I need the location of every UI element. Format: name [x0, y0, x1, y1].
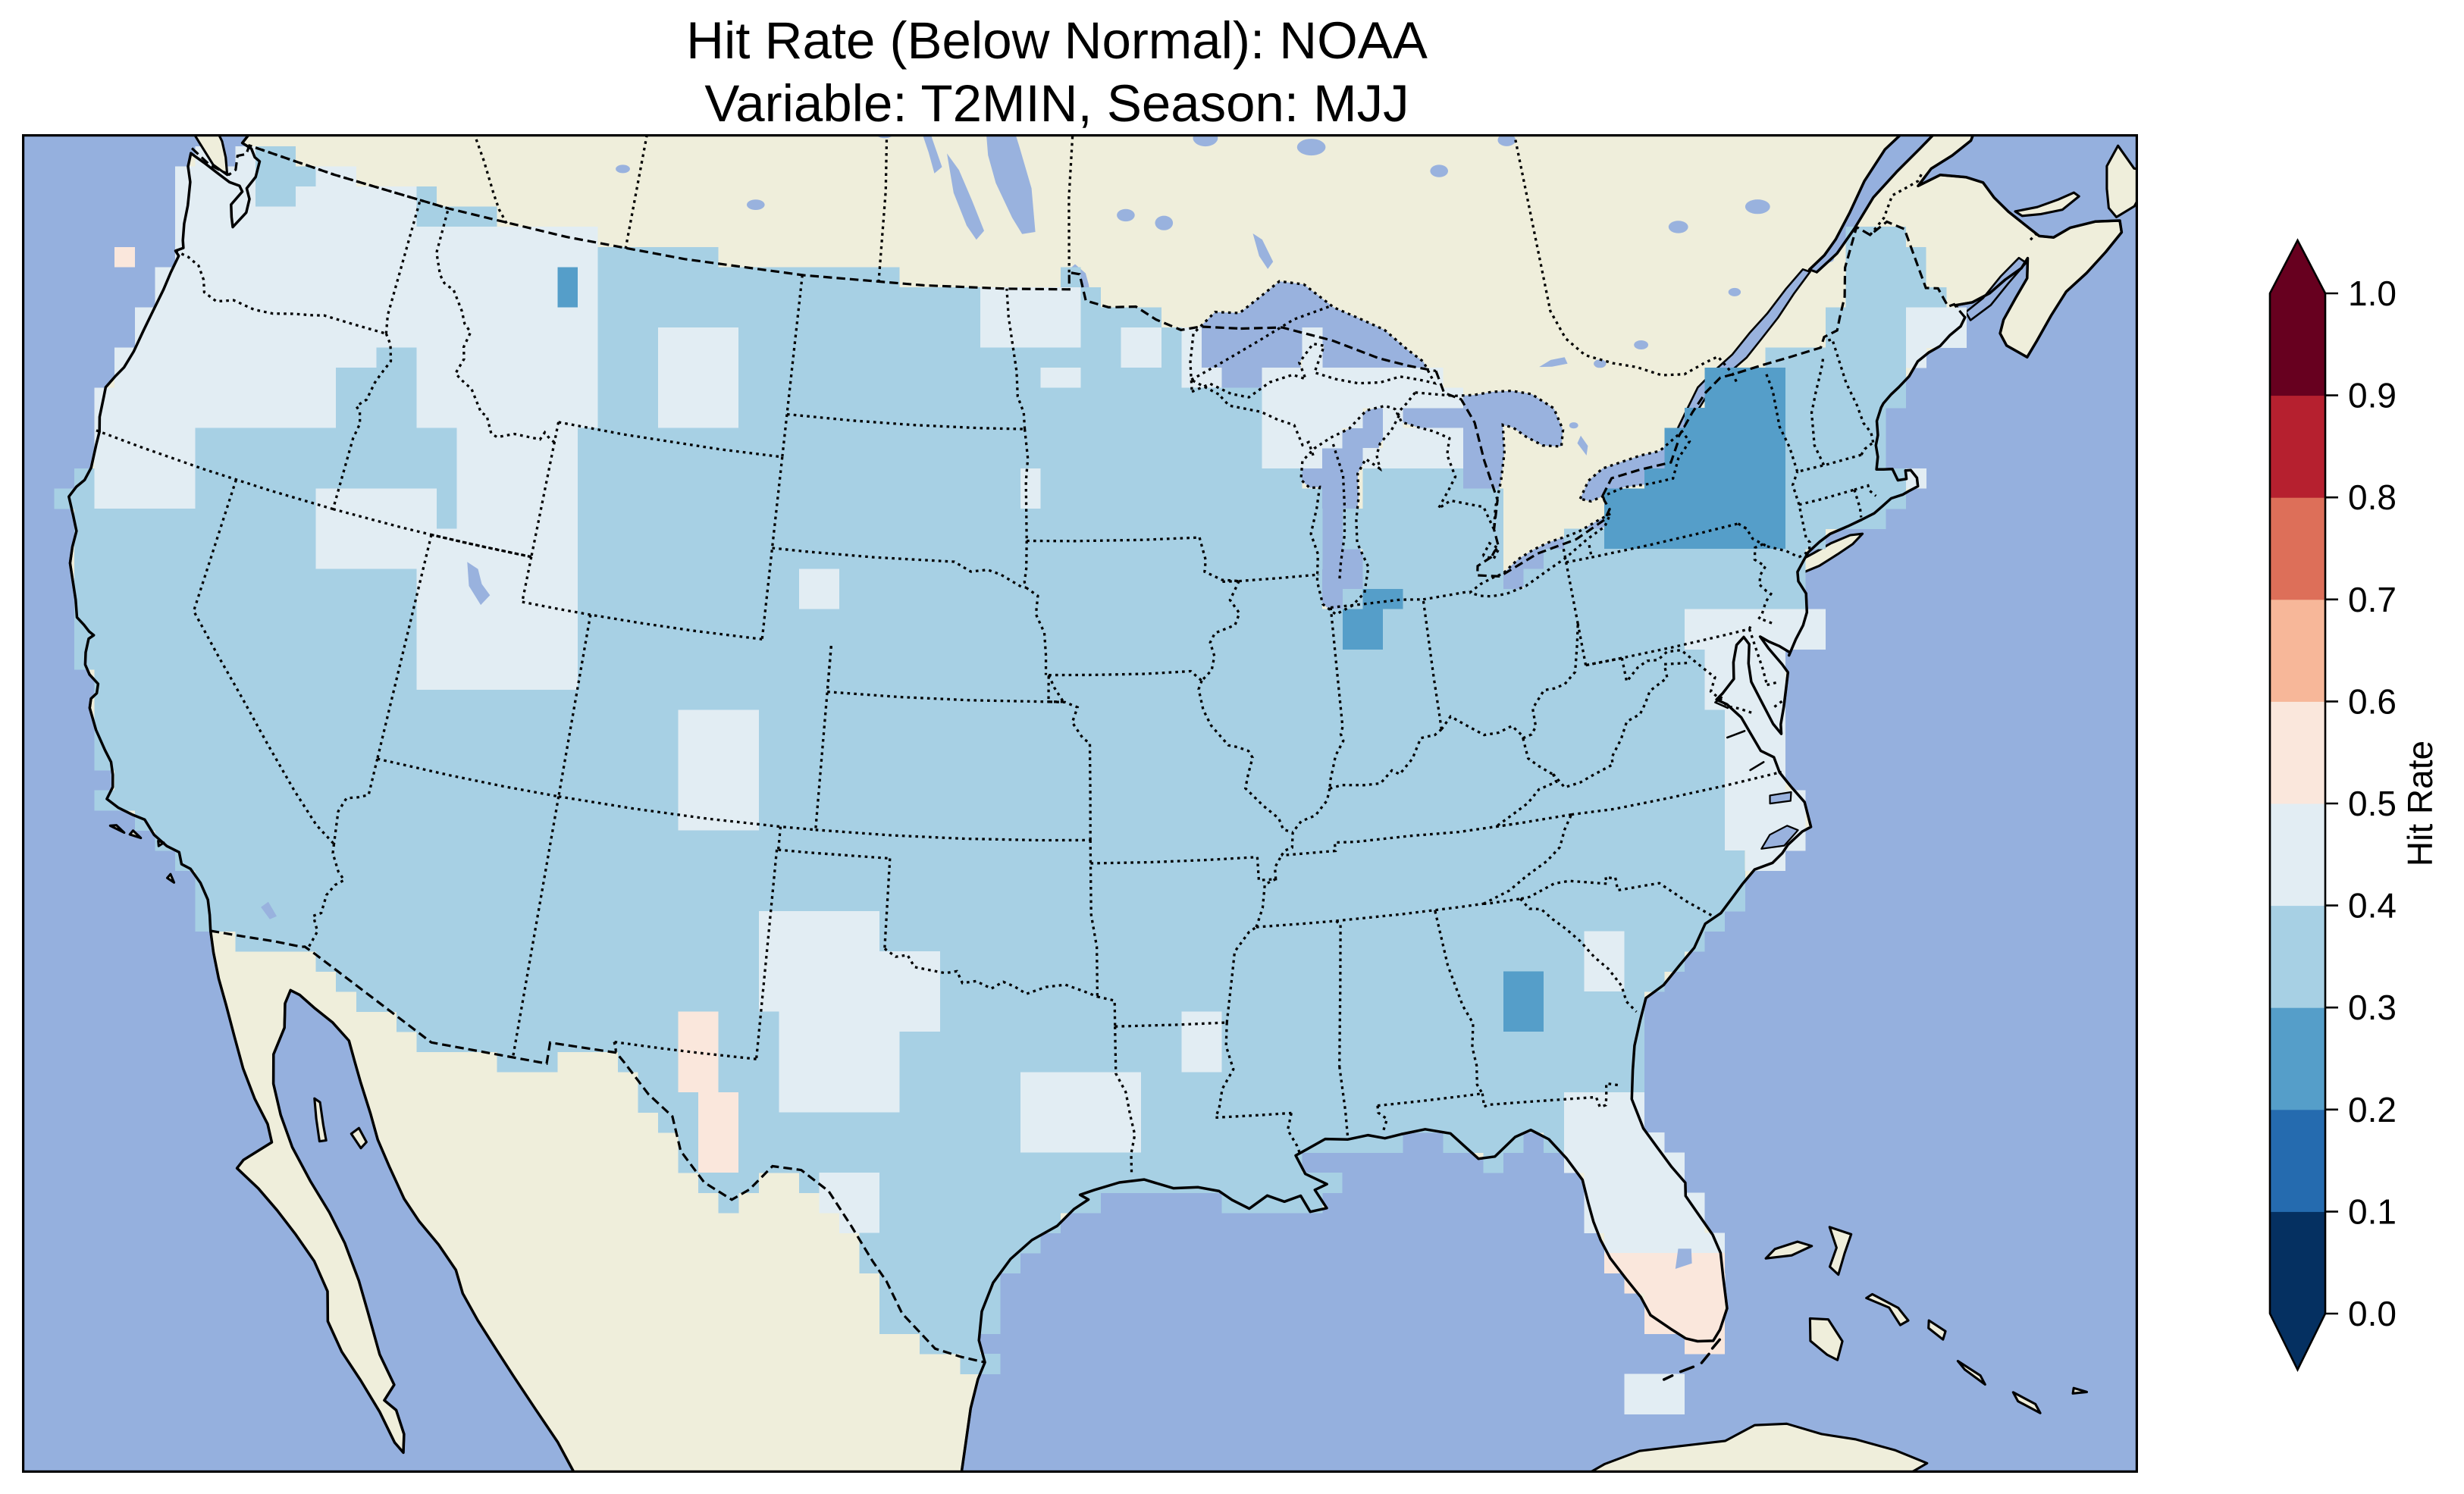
svg-text:0.0: 0.0	[2348, 1294, 2397, 1333]
svg-text:0.2: 0.2	[2348, 1090, 2397, 1129]
svg-text:0.9: 0.9	[2348, 376, 2397, 415]
svg-text:0.3: 0.3	[2348, 988, 2397, 1027]
svg-text:Hit Rate: Hit Rate	[2400, 741, 2440, 866]
svg-text:0.1: 0.1	[2348, 1192, 2397, 1231]
svg-text:0.6: 0.6	[2348, 681, 2397, 721]
svg-text:0.7: 0.7	[2348, 580, 2397, 619]
svg-text:0.5: 0.5	[2348, 784, 2397, 823]
svg-text:0.8: 0.8	[2348, 478, 2397, 517]
svg-text:0.4: 0.4	[2348, 886, 2397, 926]
svg-text:1.0: 1.0	[2348, 274, 2397, 313]
